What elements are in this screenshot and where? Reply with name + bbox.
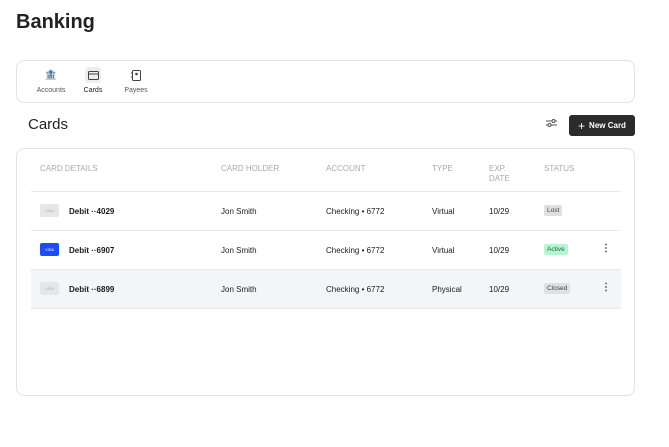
exp-date: 10/29 — [489, 207, 510, 216]
visa-logo: VISA — [40, 243, 59, 256]
status-badge: Active — [544, 244, 568, 255]
status-badge: Lost — [544, 205, 563, 216]
tab-cards[interactable]: Cards — [73, 67, 113, 94]
visa-logo: VISA — [40, 282, 59, 295]
col-status: STATUS — [544, 164, 575, 173]
card-name: Debit ··6907 — [69, 246, 115, 255]
col-type: TYPE — [432, 164, 453, 173]
tab-label: Accounts — [36, 87, 66, 94]
card-type: Virtual — [432, 207, 455, 216]
tab-label: Payees — [124, 87, 148, 94]
section-title: Cards — [28, 116, 69, 133]
visa-logo: VISA — [40, 204, 59, 217]
col-exp-date: EXP. DATE — [489, 164, 510, 183]
contact-book-icon — [128, 67, 144, 83]
cards-table: CARD DETAILS CARD HOLDER ACCOUNT TYPE EX… — [16, 148, 635, 396]
table-row[interactable]: VISA Debit ··6907 Jon Smith Checking • 6… — [31, 230, 621, 269]
exp-date: 10/29 — [489, 246, 510, 255]
card-type: Virtual — [432, 246, 455, 255]
card-name: Debit ··6899 — [69, 285, 115, 294]
divider — [31, 308, 621, 309]
card-type: Physical — [432, 285, 462, 294]
nav-tabs: 🏦 Accounts Cards Payees — [16, 60, 635, 103]
account: Checking • 6772 — [326, 285, 385, 294]
new-card-button[interactable]: + New Card — [569, 115, 635, 136]
tab-accounts[interactable]: 🏦 Accounts — [31, 67, 71, 95]
account: Checking • 6772 — [326, 207, 385, 216]
more-options-icon[interactable]: ⋮ — [601, 243, 611, 254]
plus-icon: + — [578, 118, 586, 133]
account: Checking • 6772 — [326, 246, 385, 255]
card-name: Debit ··4029 — [69, 207, 115, 216]
status-badge: Closed — [544, 283, 571, 294]
table-row[interactable]: VISA Debit ··4029 Jon Smith Checking • 6… — [31, 191, 621, 230]
card-holder: Jon Smith — [221, 285, 257, 294]
col-account: ACCOUNT — [326, 164, 366, 173]
page-title: Banking — [16, 11, 95, 33]
card-holder: Jon Smith — [221, 246, 257, 255]
col-card-details: CARD DETAILS — [40, 164, 98, 173]
tab-label: Cards — [83, 87, 103, 94]
filter-icon[interactable] — [546, 118, 557, 131]
tab-payees[interactable]: Payees — [116, 67, 156, 94]
exp-date: 10/29 — [489, 285, 510, 294]
card-holder: Jon Smith — [221, 207, 257, 216]
more-options-icon[interactable]: ⋮ — [601, 282, 611, 293]
table-row[interactable]: VISA Debit ··6899 Jon Smith Checking • 6… — [31, 269, 621, 308]
bank-icon: 🏦 — [44, 69, 58, 81]
col-card-holder: CARD HOLDER — [221, 164, 280, 173]
new-card-label: New Card — [589, 121, 626, 130]
credit-card-icon — [85, 67, 101, 83]
